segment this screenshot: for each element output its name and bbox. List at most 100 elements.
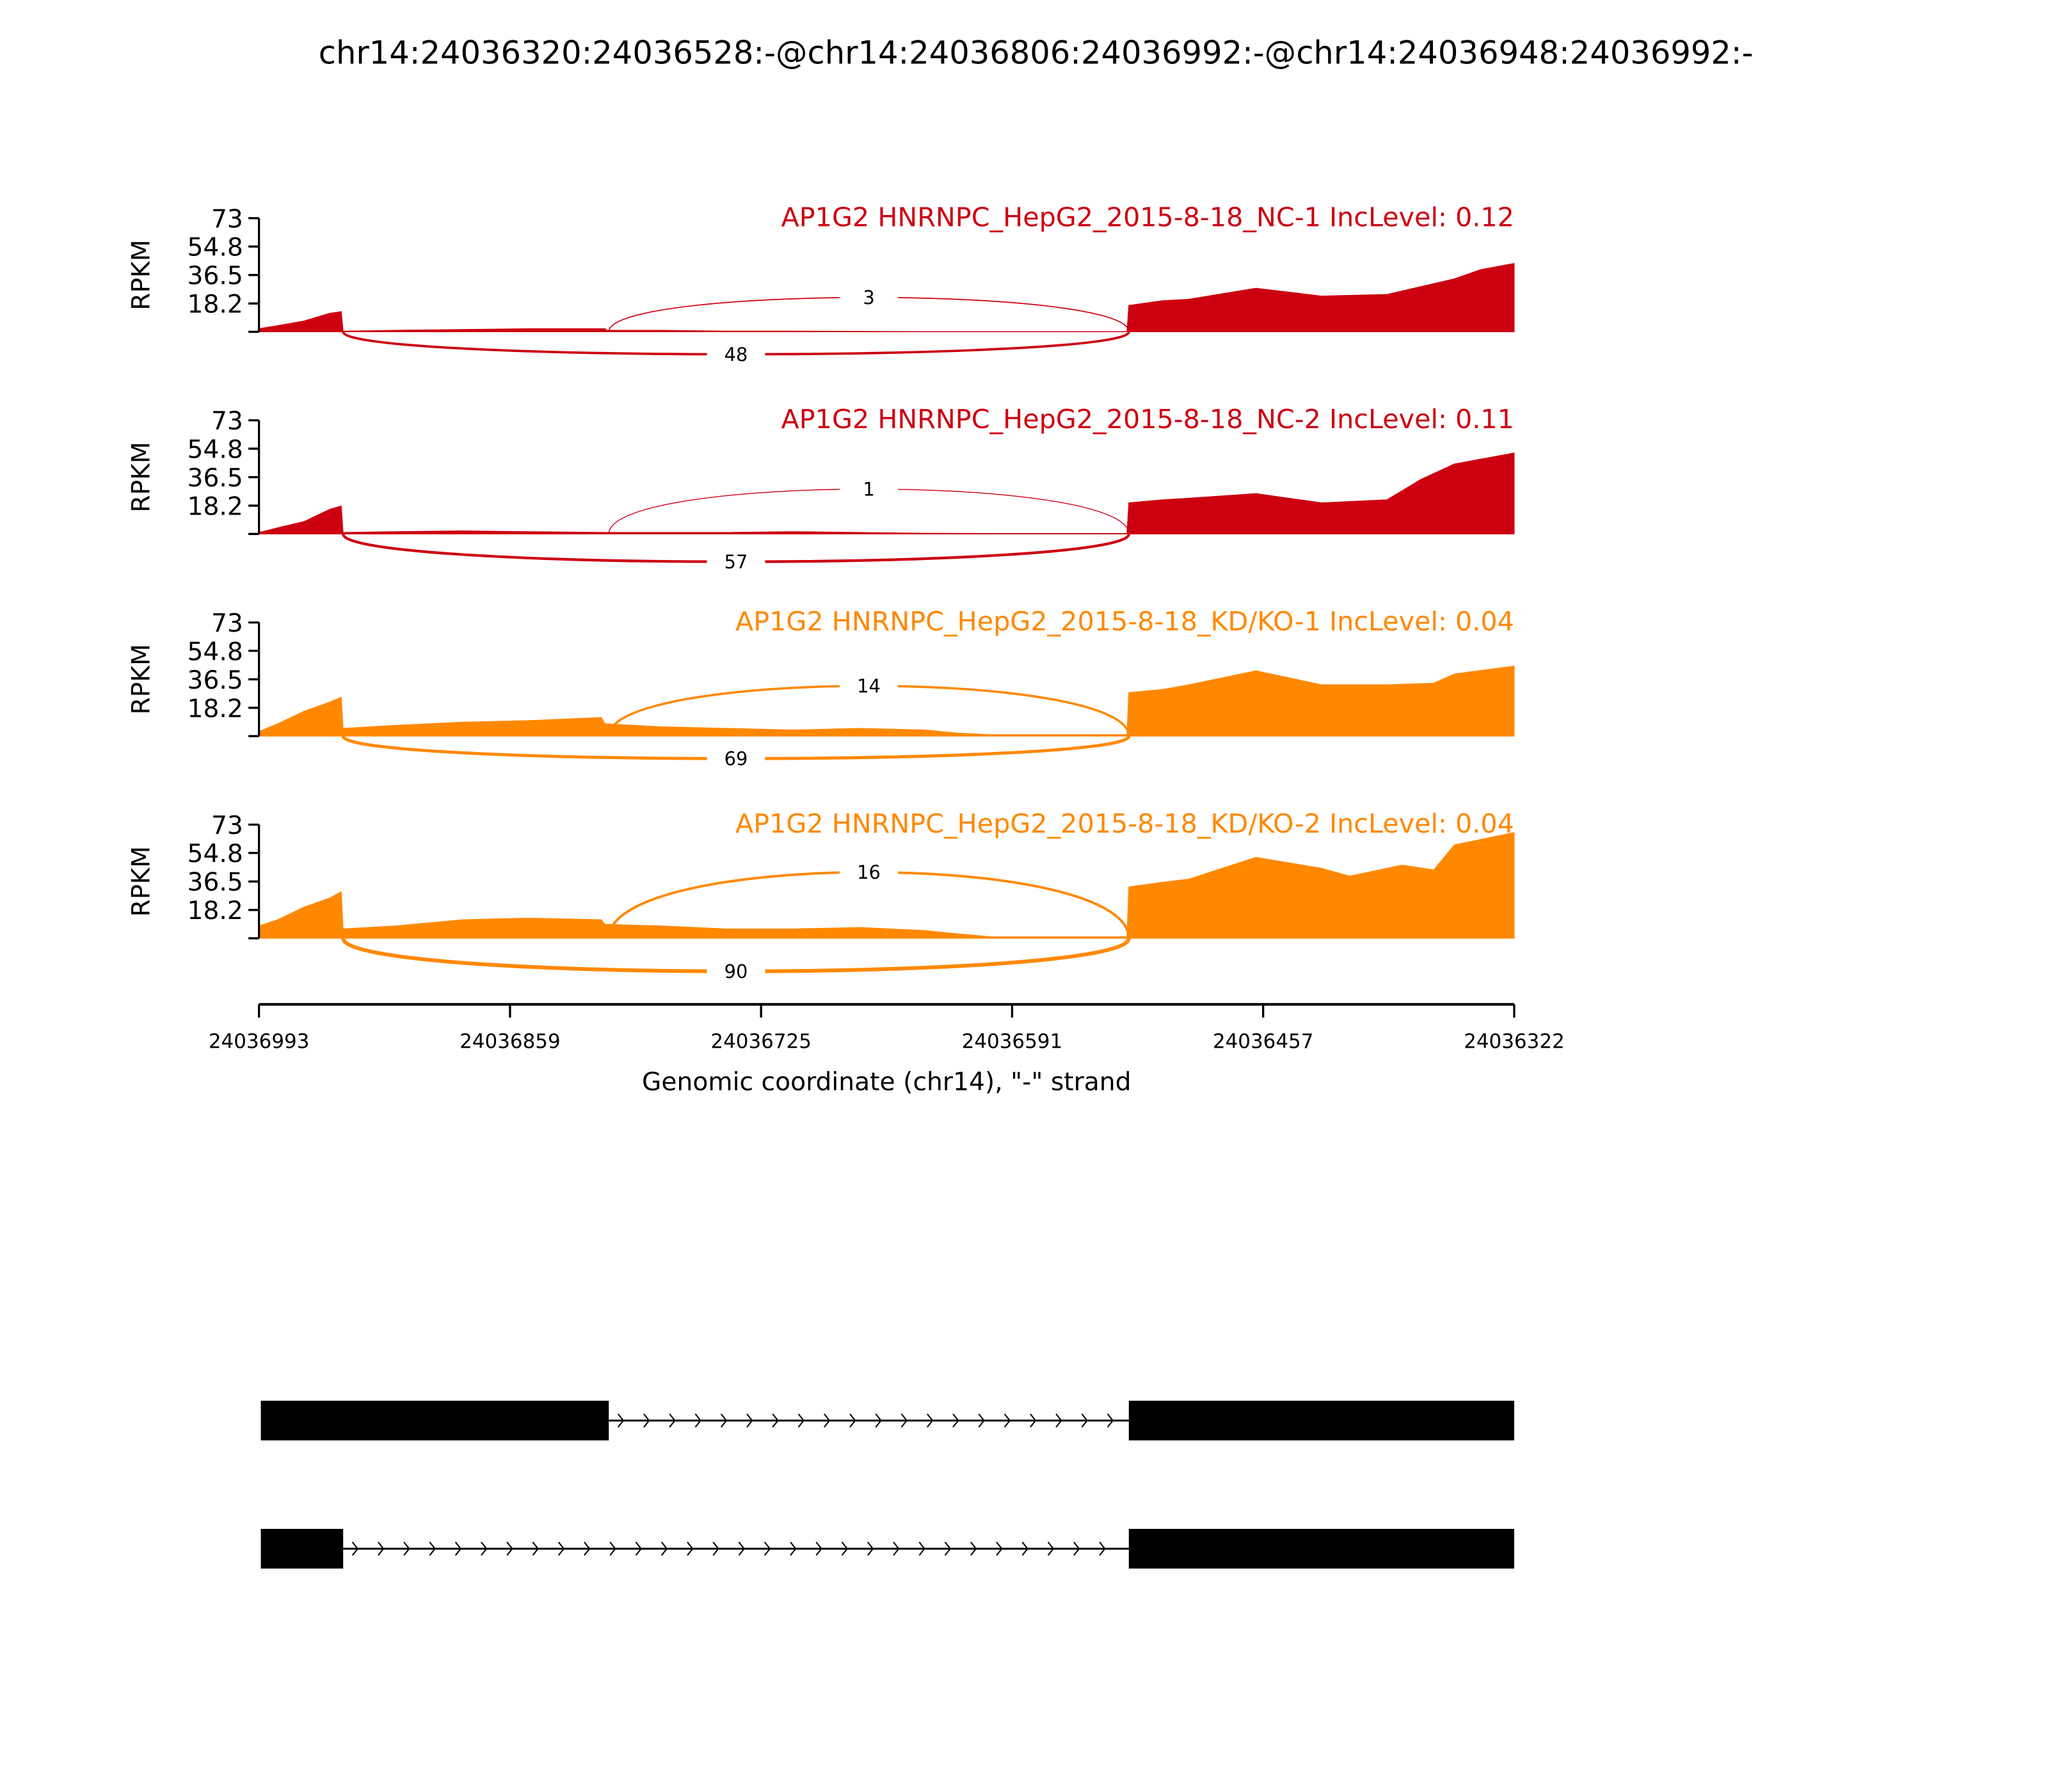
sample-title: AP1G2 HNRNPC_HepG2_2015-8-18_NC-1 IncLev… bbox=[781, 202, 1514, 232]
strand-arrow-icon bbox=[635, 1541, 643, 1556]
strand-arrow-icon bbox=[660, 1541, 668, 1556]
x-tick-label: 24036859 bbox=[460, 1030, 561, 1053]
strand-arrow-icon bbox=[996, 1541, 1003, 1556]
strand-arrow-icon bbox=[712, 1541, 719, 1556]
skipping-count-label: 57 bbox=[724, 551, 748, 573]
strand-arrow-icon bbox=[506, 1541, 513, 1556]
y-tick-label: 36.5 bbox=[188, 262, 243, 291]
strand-arrow-icon bbox=[1055, 1413, 1062, 1428]
strand-arrow-icon bbox=[1021, 1541, 1028, 1556]
y-tick-label: 54.8 bbox=[188, 840, 243, 868]
sample-title: AP1G2 HNRNPC_HepG2_2015-8-18_NC-2 IncLev… bbox=[781, 404, 1514, 435]
y-tick-label: 18.2 bbox=[188, 291, 243, 319]
strand-arrow-icon bbox=[617, 1413, 625, 1428]
strand-arrow-icon bbox=[1081, 1413, 1088, 1428]
y-axis-label: RPKM bbox=[127, 644, 156, 714]
strand-arrow-icon bbox=[643, 1413, 650, 1428]
gene-models bbox=[260, 1400, 1514, 1569]
y-tick-label: 73 bbox=[211, 205, 243, 234]
inclusion-count-label: 16 bbox=[857, 861, 881, 883]
strand-arrow-icon bbox=[1107, 1413, 1114, 1428]
strand-arrow-icon bbox=[978, 1413, 985, 1428]
junction-label-bg bbox=[707, 958, 765, 985]
strand-arrow-icon bbox=[669, 1413, 676, 1428]
strand-arrow-icon bbox=[1073, 1541, 1080, 1556]
strand-arrow-icon bbox=[790, 1541, 797, 1556]
coverage-area bbox=[259, 832, 1515, 939]
y-tick-label: 54.8 bbox=[188, 234, 243, 262]
strand-arrow-icon bbox=[720, 1413, 728, 1428]
strand-arrow-icon bbox=[403, 1541, 410, 1556]
strand-arrow-icon bbox=[815, 1541, 822, 1556]
strand-arrow-icon bbox=[1047, 1541, 1055, 1556]
y-tick-label: 73 bbox=[211, 609, 243, 638]
strand-arrow-icon bbox=[867, 1541, 874, 1556]
strand-arrow-icon bbox=[797, 1413, 805, 1428]
strand-arrow-icon bbox=[609, 1541, 616, 1556]
junction-label-bg bbox=[840, 476, 898, 502]
strand-arrow-icon bbox=[429, 1541, 436, 1556]
skipping-count-label: 90 bbox=[724, 961, 748, 982]
junction-label-bg bbox=[707, 548, 765, 575]
strand-arrow-icon bbox=[738, 1541, 746, 1556]
exon-block bbox=[1128, 1400, 1514, 1441]
strand-arrow-icon bbox=[532, 1541, 540, 1556]
coverage-area bbox=[259, 262, 1515, 332]
strand-arrow-icon bbox=[687, 1541, 694, 1556]
x-axis: 24036993 24036859 24036725 24036591 24036457… bbox=[209, 1003, 1565, 1053]
skipping-count-label: 69 bbox=[724, 748, 748, 770]
x-tick-label: 24036457 bbox=[1213, 1030, 1314, 1053]
y-tick-label: 54.8 bbox=[188, 435, 243, 464]
sample-title: AP1G2 HNRNPC_HepG2_2015-8-18_KD/KO-2 Inc… bbox=[735, 808, 1514, 839]
strand-arrow-icon bbox=[952, 1413, 959, 1428]
inclusion-count-label: 3 bbox=[863, 287, 874, 308]
isoform-track bbox=[260, 1528, 1514, 1569]
strand-arrow-icon bbox=[481, 1541, 488, 1556]
junction-label-bg bbox=[840, 284, 898, 311]
strand-arrow-icon bbox=[849, 1413, 856, 1428]
strand-arrow-icon bbox=[900, 1413, 908, 1428]
y-tick-label: 18.2 bbox=[188, 694, 243, 723]
inclusion-count-label: 1 bbox=[863, 478, 874, 500]
strand-arrow-icon bbox=[1030, 1413, 1037, 1428]
junction-label-bg bbox=[707, 340, 765, 368]
exon-block bbox=[260, 1528, 344, 1569]
y-tick-label: 18.2 bbox=[188, 493, 243, 522]
chart-title: chr14:24036320:24036528:-@chr14:24036806… bbox=[319, 34, 1754, 71]
y-tick-label: 36.5 bbox=[188, 666, 243, 695]
x-tick-label: 24036725 bbox=[710, 1030, 812, 1053]
strand-arrow-icon bbox=[970, 1541, 977, 1556]
y-tick-label: 54.8 bbox=[188, 637, 243, 666]
isoform-track bbox=[260, 1400, 1514, 1441]
strand-arrow-icon bbox=[746, 1413, 753, 1428]
coverage-area bbox=[259, 666, 1515, 737]
strand-arrow-icon bbox=[772, 1413, 779, 1428]
y-tick-label: 36.5 bbox=[188, 464, 243, 493]
strand-arrow-icon bbox=[841, 1541, 849, 1556]
strand-arrow-icon bbox=[926, 1413, 934, 1428]
strand-arrow-icon bbox=[454, 1541, 462, 1556]
strand-arrow-icon bbox=[875, 1413, 882, 1428]
y-axis-label: RPKM bbox=[127, 239, 156, 310]
junction-label-bg bbox=[840, 859, 898, 886]
inclusion-count-label: 14 bbox=[857, 675, 881, 697]
strand-arrow-icon bbox=[764, 1541, 771, 1556]
strand-arrow-icon bbox=[378, 1541, 385, 1556]
coverage-area bbox=[259, 452, 1515, 534]
y-axis-label: RPKM bbox=[127, 846, 156, 916]
x-axis-label: Genomic coordinate (chr14), "-" strand bbox=[642, 1068, 1132, 1096]
sample-title: AP1G2 HNRNPC_HepG2_2015-8-18_KD/KO-1 Inc… bbox=[735, 606, 1514, 637]
junction-label-bg bbox=[840, 673, 898, 700]
y-tick-label: 73 bbox=[211, 812, 243, 840]
exon-block bbox=[260, 1400, 609, 1441]
strand-arrow-icon bbox=[584, 1541, 591, 1556]
x-tick-label: 24036322 bbox=[1464, 1030, 1565, 1053]
strand-arrow-icon bbox=[694, 1413, 702, 1428]
skipping-count-label: 48 bbox=[724, 344, 748, 365]
strand-arrow-icon bbox=[557, 1541, 565, 1556]
y-tick-label: 36.5 bbox=[188, 868, 243, 897]
